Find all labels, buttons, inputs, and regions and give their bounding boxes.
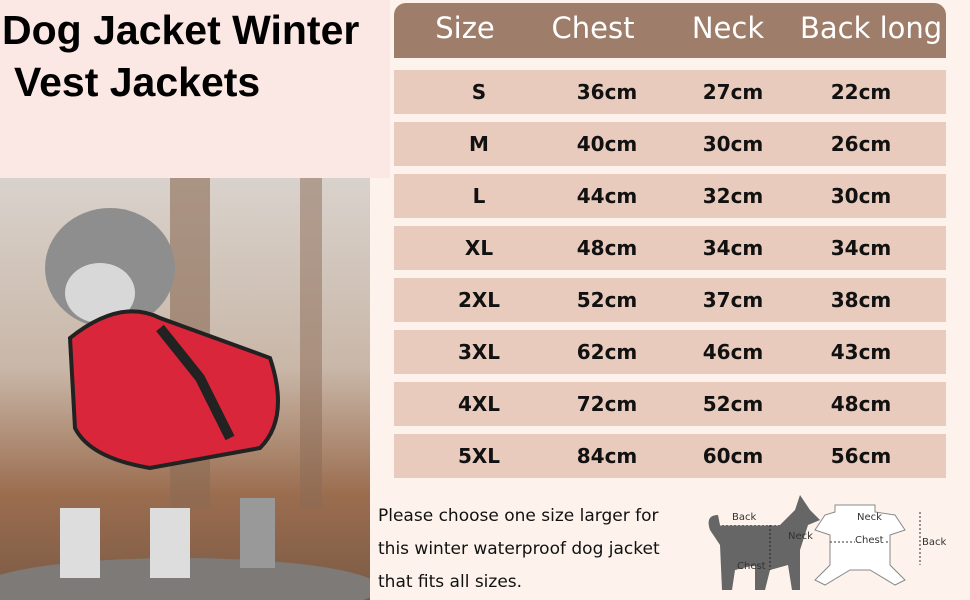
note-line: this winter waterproof dog jacket	[378, 539, 660, 559]
size-cell: 62cm	[576, 340, 638, 364]
size-cell: 36cm	[576, 80, 638, 104]
title-line-1: Dog Jacket Winter	[2, 7, 360, 53]
jacket-back-label: Back	[922, 537, 947, 548]
product-title: Dog Jacket Winter Vest Jackets	[2, 4, 359, 108]
size-cell: 40cm	[576, 132, 638, 156]
size-cell: 27cm	[702, 80, 764, 104]
size-cell: 46cm	[702, 340, 764, 364]
size-cell: 30cm	[830, 184, 892, 208]
size-cell: 43cm	[830, 340, 892, 364]
dog-silhouette-icon	[708, 495, 820, 590]
size-cell: M	[469, 132, 489, 156]
size-note: Please choose one size larger for this w…	[378, 500, 660, 599]
title-background	[0, 0, 390, 178]
size-cell: 4XL	[457, 392, 501, 416]
size-cell: XL	[464, 236, 494, 260]
size-cell: 48cm	[830, 392, 892, 416]
size-cell: 60cm	[702, 444, 764, 468]
size-row: M 40cm 30cm 26cm	[394, 122, 946, 166]
size-cell: 48cm	[576, 236, 638, 260]
header-back-long: Back long	[800, 11, 943, 45]
dog-chest-label: Chest	[737, 561, 766, 572]
size-cell: 72cm	[576, 392, 638, 416]
dog-back-label: Back	[732, 512, 757, 523]
size-row: 4XL 72cm 52cm 48cm	[394, 382, 946, 426]
size-cell: 5XL	[457, 444, 501, 468]
size-cell: 30cm	[702, 132, 764, 156]
jacket-chest-label: Chest	[855, 535, 884, 546]
dog-neck-label: Neck	[788, 531, 813, 542]
size-cell: S	[471, 80, 487, 104]
size-cell: 3XL	[457, 340, 501, 364]
size-row: L 44cm 32cm 30cm	[394, 174, 946, 218]
size-cell: 34cm	[702, 236, 764, 260]
size-cell: 32cm	[702, 184, 764, 208]
size-cell: L	[472, 184, 486, 208]
title-line-2: Vest Jackets	[14, 59, 261, 105]
size-table-header: Size Chest Neck Back long	[394, 3, 946, 58]
note-line: that fits all sizes.	[378, 572, 523, 592]
header-chest: Chest	[551, 11, 635, 45]
size-row: XL 48cm 34cm 34cm	[394, 226, 946, 270]
jacket-neck-label: Neck	[857, 512, 882, 523]
size-row: 2XL 52cm 37cm 38cm	[394, 278, 946, 322]
size-cell: 52cm	[702, 392, 764, 416]
size-cell: 44cm	[576, 184, 638, 208]
size-cell: 38cm	[830, 288, 892, 312]
header-neck: Neck	[691, 11, 765, 45]
size-row: S 36cm 27cm 22cm	[394, 70, 946, 114]
size-cell: 34cm	[830, 236, 892, 260]
note-line: Please choose one size larger for	[378, 506, 659, 526]
dog-photo	[0, 178, 370, 600]
size-cell: 26cm	[830, 132, 892, 156]
header-size: Size	[435, 11, 495, 45]
size-cell: 52cm	[576, 288, 638, 312]
size-cell: 56cm	[830, 444, 892, 468]
size-row: 5XL 84cm 60cm 56cm	[394, 434, 946, 478]
size-cell: 37cm	[702, 288, 764, 312]
size-row: 3XL 62cm 46cm 43cm	[394, 330, 946, 374]
size-cell: 22cm	[830, 80, 892, 104]
size-cell: 84cm	[576, 444, 638, 468]
size-cell: 2XL	[457, 288, 501, 312]
